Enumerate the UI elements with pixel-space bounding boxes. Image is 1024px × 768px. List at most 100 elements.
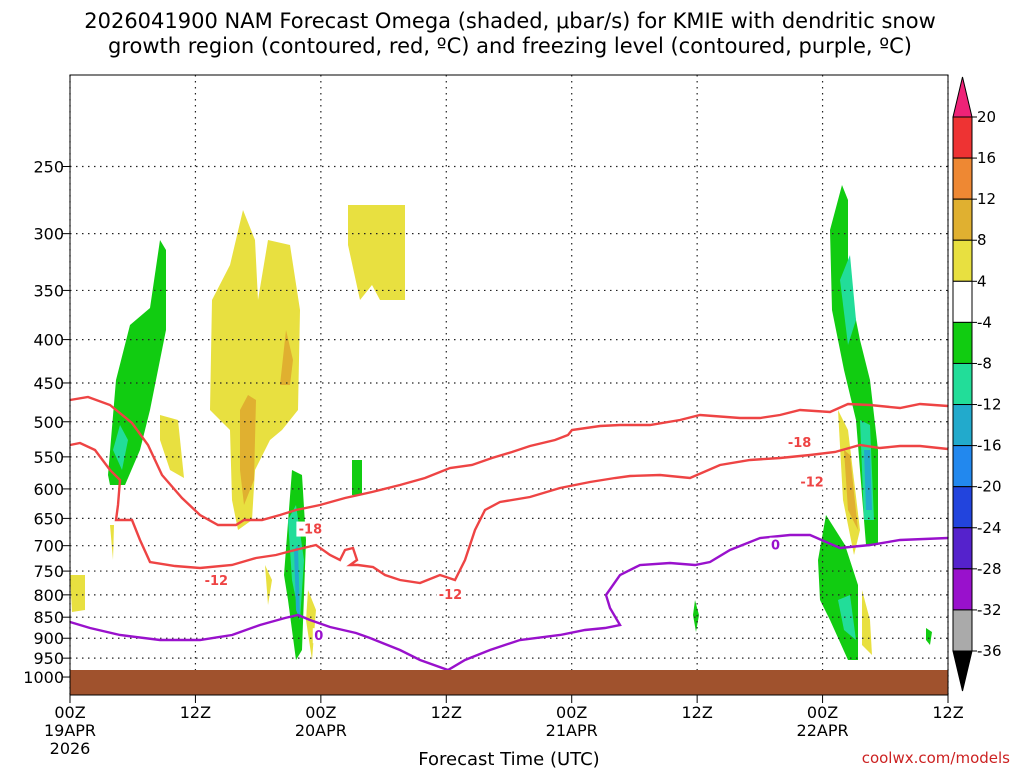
omega-area-positive bbox=[280, 330, 293, 385]
colorbar-top-arrow bbox=[952, 76, 973, 118]
omega-area-positive bbox=[110, 525, 114, 560]
omega-area-negative bbox=[864, 450, 872, 510]
colorbar-swatch bbox=[952, 198, 973, 241]
x-tick-date-label: 2026 bbox=[50, 739, 91, 758]
y-tick-label: 600 bbox=[33, 480, 64, 499]
colorbar-swatch bbox=[952, 527, 973, 570]
x-tick-label: 12Z bbox=[431, 703, 462, 722]
contour-labels: -18 -12 -12 -18 -12 0 0 bbox=[202, 435, 827, 644]
x-axis-title: Forecast Time (UTC) bbox=[418, 749, 599, 768]
contour-label-background bbox=[769, 537, 782, 553]
y-tick-label: 300 bbox=[33, 225, 64, 244]
colorbar-swatch bbox=[952, 445, 973, 488]
colorbar-swatch bbox=[952, 321, 973, 364]
contour-label: 0 bbox=[771, 539, 780, 554]
colorbar-label: -4 bbox=[977, 313, 992, 331]
site-credit: coolwx.com/models bbox=[862, 749, 1010, 767]
colorbar-swatch bbox=[952, 239, 973, 282]
x-tick-date-label: 20APR bbox=[295, 721, 347, 740]
omega-area-positive bbox=[240, 395, 256, 505]
y-tick-label: 400 bbox=[33, 331, 64, 350]
y-tick-label: 550 bbox=[33, 448, 64, 467]
x-tick-label: 00Z bbox=[305, 703, 336, 722]
colorbar-swatch bbox=[952, 157, 973, 200]
contour-label-background bbox=[785, 435, 814, 451]
omega-area-negative bbox=[108, 240, 166, 485]
x-tick-date-label: 19APR bbox=[44, 721, 96, 740]
omega-area-negative bbox=[352, 460, 362, 495]
y-tick-label: 350 bbox=[33, 281, 64, 300]
colorbar-label: 4 bbox=[977, 272, 987, 290]
colorbar-label: -12 bbox=[977, 396, 1002, 414]
contour-label-background bbox=[798, 474, 827, 490]
contour-label: -18 bbox=[788, 436, 812, 451]
dendritic-contour-minus12 bbox=[69, 441, 949, 585]
colorbar-swatch bbox=[952, 486, 973, 529]
x-tick-label: 12Z bbox=[932, 703, 963, 722]
omega-area-positive bbox=[844, 450, 858, 530]
y-tick-label: 650 bbox=[33, 509, 64, 528]
omega-area-positive bbox=[265, 565, 272, 605]
omega-shading bbox=[70, 185, 932, 660]
colorbar-label: -16 bbox=[977, 437, 1002, 455]
colorbar-swatch bbox=[952, 362, 973, 406]
y-tick-label: 250 bbox=[33, 158, 64, 177]
omega-area-negative bbox=[838, 595, 856, 640]
contour-label-background bbox=[296, 521, 325, 537]
colorbar-label: -8 bbox=[977, 354, 992, 372]
omega-area-negative bbox=[693, 600, 699, 632]
omega-area-negative bbox=[840, 255, 856, 345]
x-tick-date-label: 22APR bbox=[797, 721, 849, 740]
colorbar-bottom-arrow bbox=[952, 650, 973, 692]
y-tick-label: 700 bbox=[33, 537, 64, 556]
plot-area: -18 -12 -12 -18 -12 0 0 bbox=[69, 74, 949, 696]
contour-label-background bbox=[202, 572, 231, 588]
y-tick-label: 750 bbox=[33, 562, 64, 581]
contour-label: -18 bbox=[299, 523, 323, 538]
freezing-level-contour bbox=[69, 533, 949, 672]
contour-label-background bbox=[312, 628, 325, 644]
x-tick-date-label: 21APR bbox=[546, 721, 598, 740]
x-tick-label: 12Z bbox=[681, 703, 712, 722]
y-tick-label: 850 bbox=[33, 608, 64, 627]
omega-colorbar: 20 16 12 8 4 -4 -8 -12 -16 -20 -24 -28 -32 -36 bbox=[952, 76, 1002, 692]
colorbar-label: -28 bbox=[977, 560, 1002, 578]
colorbar-label: 20 bbox=[977, 108, 996, 126]
colorbar-swatch bbox=[952, 568, 973, 611]
y-tick-label: 800 bbox=[33, 586, 64, 605]
y-tick-label: 450 bbox=[33, 374, 64, 393]
x-tick-label: 00Z bbox=[807, 703, 838, 722]
colorbar-swatch bbox=[952, 404, 973, 447]
chart-title-line-2: growth region (contoured, red, ºC) and f… bbox=[108, 34, 912, 58]
omega-area-positive bbox=[348, 205, 405, 300]
x-tick-label: 12Z bbox=[180, 703, 211, 722]
omega-area-negative bbox=[926, 628, 932, 645]
dendritic-contour-minus18 bbox=[69, 395, 949, 527]
x-tick-label: 00Z bbox=[556, 703, 587, 722]
contour-label: -12 bbox=[800, 476, 824, 491]
colorbar-label: 8 bbox=[977, 231, 987, 249]
plot-background bbox=[70, 75, 948, 695]
contour-label: -12 bbox=[205, 574, 229, 589]
contour-label-background bbox=[436, 586, 465, 602]
omega-area-positive bbox=[306, 590, 316, 660]
contour-label: -12 bbox=[439, 588, 463, 603]
y-tick-label: 1000 bbox=[23, 668, 64, 687]
colorbar-swatch bbox=[952, 609, 973, 652]
y-tick-label: 900 bbox=[33, 629, 64, 648]
plot-frame bbox=[69, 74, 949, 696]
y-tick-label: 500 bbox=[33, 413, 64, 432]
colorbar-label: -32 bbox=[977, 601, 1002, 619]
y-axis: 250 300 350 400 450 500 550 600 650 700 750 800 850 9… bbox=[23, 158, 70, 687]
ground-below-surface bbox=[70, 670, 948, 695]
colorbar-label: -20 bbox=[977, 478, 1002, 496]
omega-area-positive bbox=[70, 575, 85, 612]
omega-area-positive bbox=[160, 415, 184, 478]
x-tick-label: 00Z bbox=[54, 703, 85, 722]
colorbar-label: -36 bbox=[977, 642, 1002, 660]
colorbar-swatch bbox=[952, 280, 973, 323]
colorbar-label: -24 bbox=[977, 519, 1002, 537]
omega-area-negative bbox=[294, 545, 300, 620]
